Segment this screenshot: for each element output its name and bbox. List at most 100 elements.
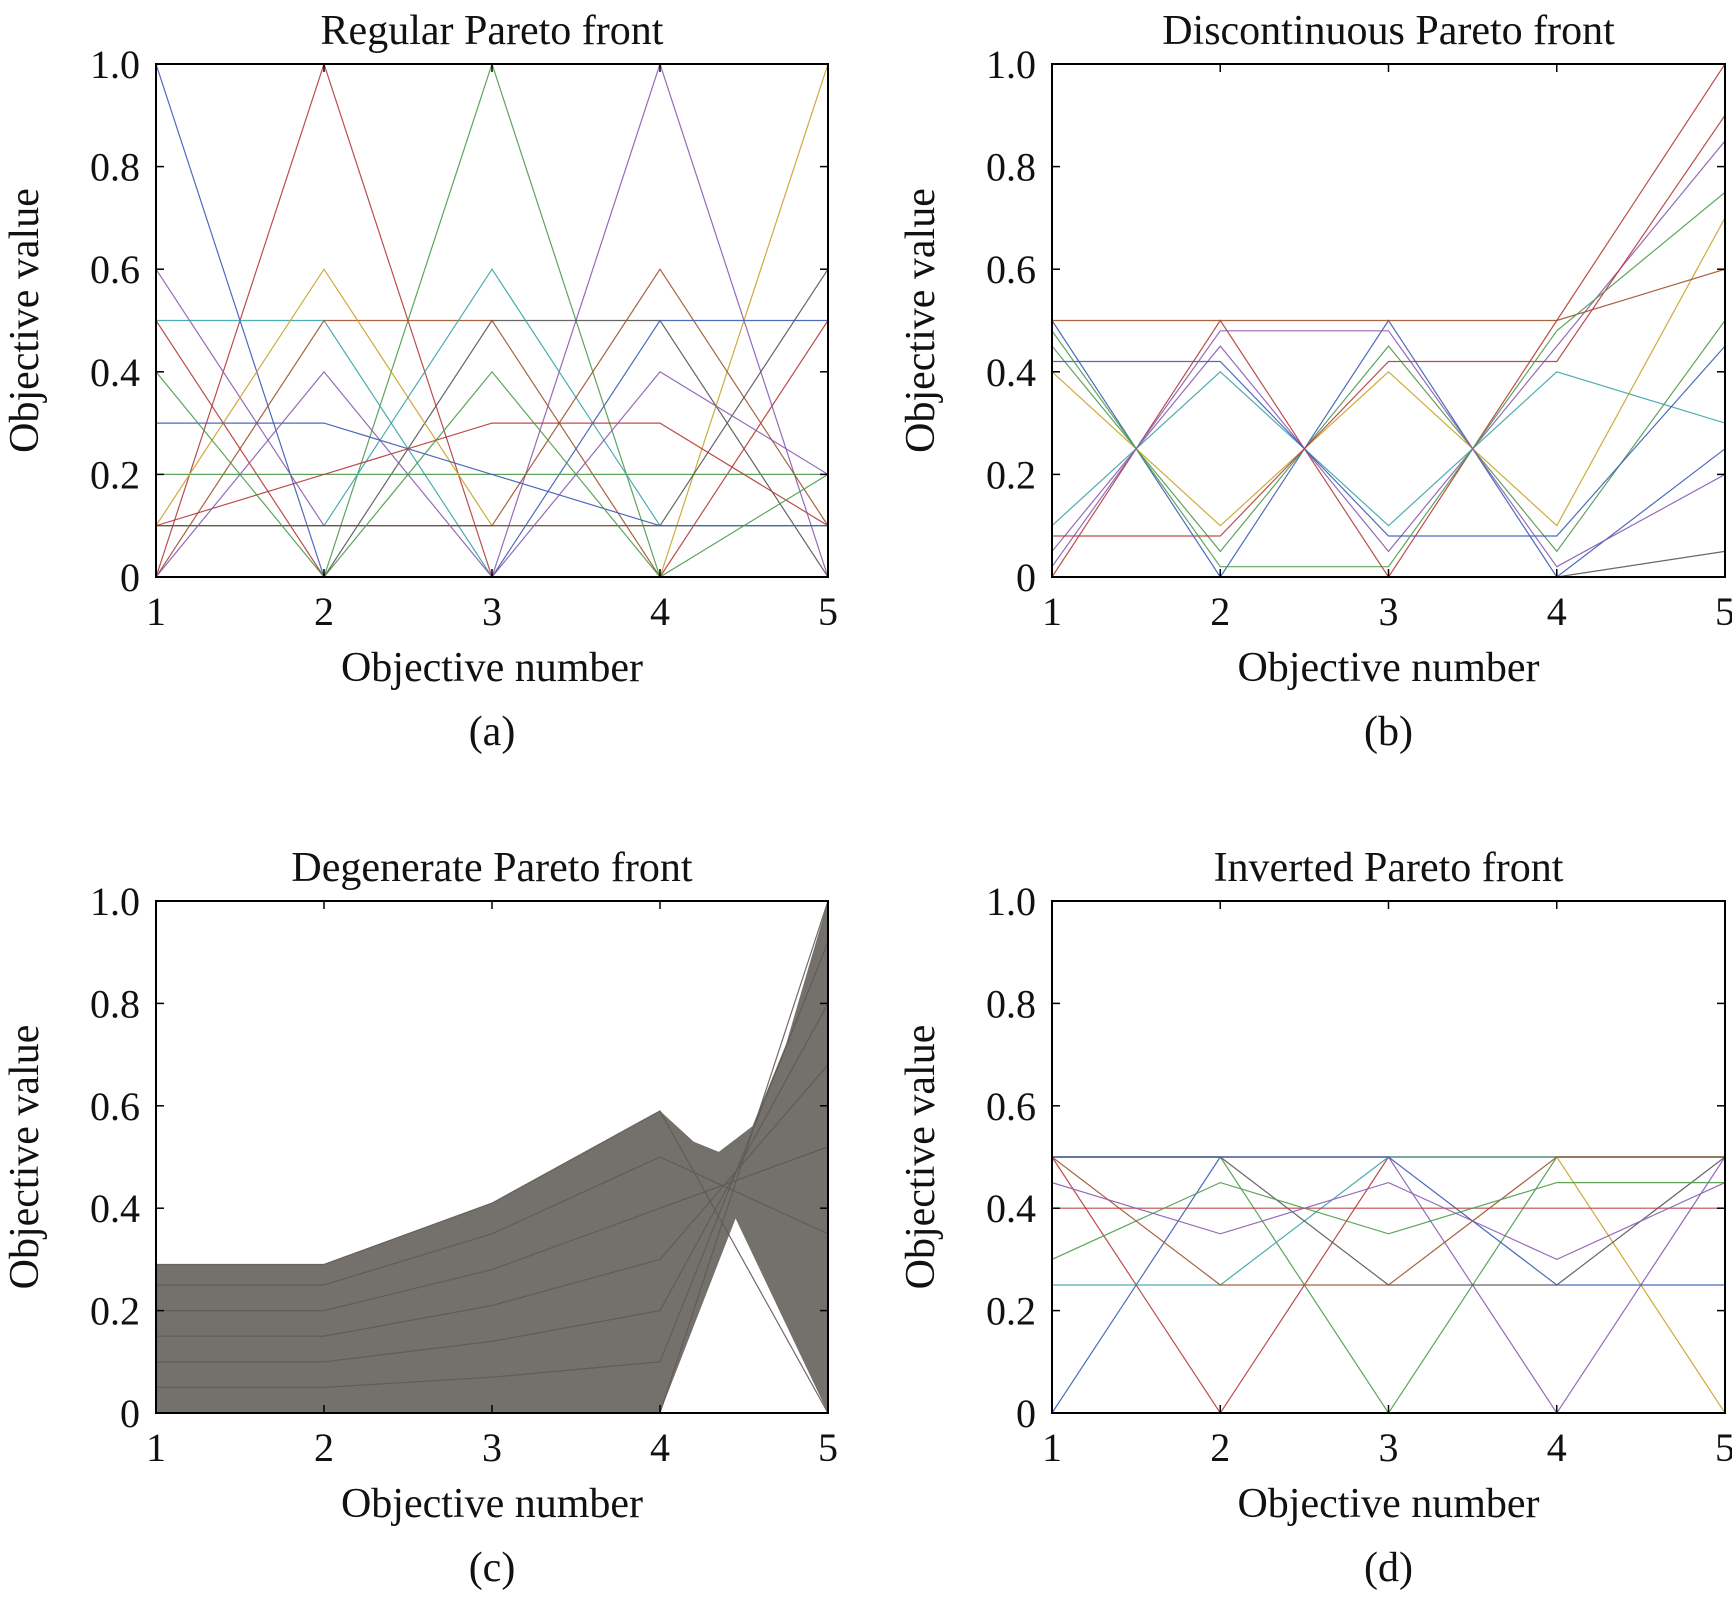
- x-tick-label: 1: [146, 589, 166, 634]
- y-tick-label: 0.2: [986, 1289, 1036, 1334]
- series-line: [1052, 64, 1725, 577]
- series-lines: [1052, 1156, 1725, 1413]
- y-tick-label: 0.4: [986, 1186, 1036, 1231]
- y-tick-label: 1.0: [90, 879, 140, 924]
- series-lines: [1052, 64, 1725, 577]
- x-tick-label: 3: [1379, 1425, 1399, 1470]
- series-line: [156, 319, 828, 577]
- series-line: [156, 320, 828, 577]
- x-tick-label: 1: [1042, 1425, 1062, 1470]
- series-line: [156, 268, 828, 527]
- y-tick-label: 0.6: [986, 247, 1036, 292]
- series-line: [156, 1003, 828, 1363]
- series-line: [156, 422, 828, 527]
- x-tick-label: 5: [818, 1425, 838, 1470]
- x-tick-label: 2: [1210, 1425, 1230, 1470]
- series-line: [156, 370, 828, 577]
- y-tick-label: 0.8: [986, 145, 1036, 190]
- series-line: [156, 64, 828, 577]
- y-tick-label: 1.0: [986, 879, 1036, 924]
- y-tick-label: 0.8: [90, 981, 140, 1026]
- series-line: [156, 941, 828, 1388]
- series-line: [156, 1064, 828, 1337]
- y-tick-label: 0.4: [90, 1186, 140, 1231]
- x-tick-label: 5: [1715, 1425, 1732, 1470]
- y-tick-label: 0.6: [90, 1084, 140, 1129]
- series-line: [1052, 1156, 1725, 1286]
- y-tick-label: 0.8: [90, 145, 140, 190]
- series-line: [1052, 1156, 1725, 1286]
- series-line: [156, 64, 828, 577]
- chart-panel-d: 1 2 3 4 5 0 0.2 0.4 0.6 0.8 1.0 Inverted Pareto fro…: [898, 845, 1732, 1591]
- series-lines: [156, 901, 828, 1413]
- y-tick-label: 0.4: [986, 350, 1036, 395]
- y-axis-label: Objective value: [898, 1025, 944, 1290]
- series-line: [1052, 1156, 1725, 1286]
- series-line: [156, 1146, 828, 1312]
- y-tick-label: 1.0: [90, 42, 140, 87]
- x-tick-label: 4: [650, 1425, 670, 1470]
- series-line: [1052, 268, 1725, 322]
- series-line: [1052, 217, 1725, 527]
- series-lines: [156, 64, 828, 577]
- series-line: [1052, 370, 1725, 527]
- series-line: [156, 319, 828, 577]
- series-line: [1052, 140, 1725, 553]
- series-line: [156, 268, 828, 527]
- panel-caption: (c): [469, 1545, 516, 1591]
- y-tick-label: 0.6: [90, 247, 140, 292]
- y-tick-label: 0.8: [986, 981, 1036, 1026]
- y-tick-label: 0: [120, 1391, 140, 1436]
- x-axis-label: Objective number: [341, 1481, 643, 1527]
- series-line: [156, 1110, 828, 1413]
- y-tick-label: 0.2: [90, 452, 140, 497]
- x-tick-label: 2: [314, 1425, 334, 1470]
- series-line: [1052, 191, 1725, 568]
- y-axis-label: Objective value: [2, 188, 48, 453]
- series-line: [156, 319, 828, 577]
- y-tick-label: 0.6: [986, 1084, 1036, 1129]
- series-line: [1052, 320, 1725, 553]
- x-axis-label: Objective number: [341, 645, 643, 691]
- x-axis-label: Objective number: [1237, 1481, 1539, 1527]
- chart-title: Degenerate Pareto front: [291, 845, 692, 891]
- series-line: [1052, 345, 1725, 537]
- x-tick-label: 4: [1547, 589, 1567, 634]
- x-tick-label: 2: [1210, 589, 1230, 634]
- panel-caption: (d): [1364, 1545, 1413, 1591]
- x-tick-label: 5: [1715, 589, 1732, 634]
- series-line: [156, 319, 828, 577]
- series-line: [156, 268, 828, 527]
- x-tick-label: 3: [1379, 589, 1399, 634]
- y-tick-label: 0.4: [90, 350, 140, 395]
- chart-title: Regular Pareto front: [321, 8, 664, 54]
- chart-panel-c: 1 2 3 4 5 0 0.2 0.4 0.6 0.8 1.0 Degenerate Pareto f…: [2, 845, 838, 1591]
- chart-panel-a: 1 2 3 4 5 0 0.2 0.4 0.6 0.8 1.0 Regular Pareto fron…: [2, 8, 838, 755]
- series-line: [156, 1156, 828, 1286]
- series-line: [1052, 330, 1725, 568]
- series-line: [156, 268, 828, 527]
- x-tick-label: 1: [1042, 589, 1062, 634]
- x-tick-label: 2: [314, 589, 334, 634]
- chart-title: Discontinuous Pareto front: [1162, 8, 1615, 54]
- series-line: [156, 422, 828, 527]
- series-line: [156, 370, 828, 577]
- x-tick-label: 5: [818, 589, 838, 634]
- x-tick-label: 4: [650, 589, 670, 634]
- x-tick-label: 3: [482, 589, 502, 634]
- series-line: [1052, 1156, 1725, 1286]
- panel-caption: (a): [469, 709, 516, 755]
- chart-title: Inverted Pareto front: [1214, 845, 1564, 891]
- series-line: [1052, 1181, 1725, 1261]
- x-tick-label: 1: [146, 1425, 166, 1470]
- series-line: [1052, 319, 1725, 577]
- y-tick-label: 0.2: [90, 1289, 140, 1334]
- chart-panel-b: 1 2 3 4 5 0 0.2 0.4 0.6 0.8 1.0 Discontinuous Paret…: [898, 8, 1732, 755]
- y-tick-label: 0: [1016, 1391, 1036, 1436]
- y-tick-label: 0.2: [986, 452, 1036, 497]
- series-line: [1052, 114, 1725, 537]
- y-axis-label: Objective value: [898, 188, 944, 453]
- y-tick-label: 1.0: [986, 42, 1036, 87]
- series-line: [1052, 1181, 1725, 1260]
